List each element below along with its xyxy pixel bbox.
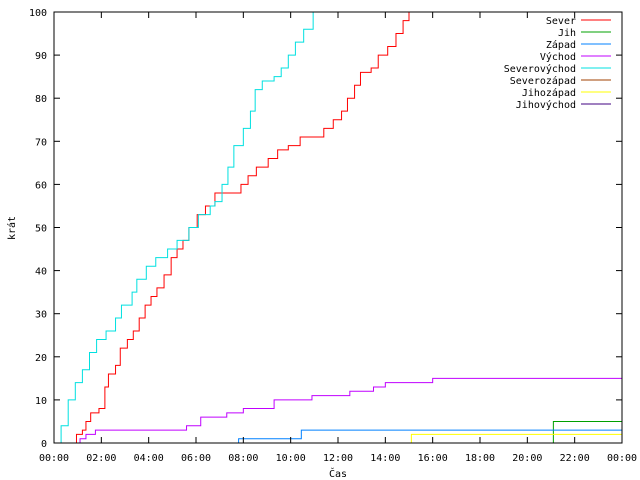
y-tick-label: 10 [35, 396, 47, 407]
x-tick-label: 18:00 [465, 453, 495, 464]
x-tick-label: 16:00 [418, 453, 448, 464]
x-tick-label: 12:00 [323, 453, 353, 464]
y-tick-label: 100 [29, 8, 47, 19]
series-line [409, 433, 622, 444]
y-tick-label: 40 [35, 267, 47, 278]
legend-label: Východ [540, 51, 576, 63]
series-line [74, 12, 410, 444]
y-tick-label: 50 [35, 224, 47, 235]
y-tick-label: 30 [35, 310, 47, 321]
y-axis-label: krát [6, 216, 18, 240]
series-line [236, 429, 622, 444]
x-tick-label: 10:00 [276, 453, 306, 464]
legend-layer: SeverJihZápadVýchodSeverovýchodSeverozáp… [504, 16, 611, 111]
legend-label: Severovýchod [504, 63, 576, 75]
x-tick-label: 04:00 [134, 453, 164, 464]
y-tick-label: 60 [35, 180, 47, 191]
legend-label: Severozápad [510, 75, 576, 87]
x-tick-label: 00:00 [607, 453, 637, 464]
y-tick-label: 70 [35, 137, 47, 148]
y-tick-label: 80 [35, 94, 47, 105]
x-tick-label: 14:00 [370, 453, 400, 464]
legend-label: Sever [546, 16, 576, 27]
x-tick-label: 20:00 [512, 453, 542, 464]
series-line [54, 12, 314, 444]
legend-label: Jihozápad [522, 87, 576, 99]
y-tick-label: 20 [35, 353, 47, 364]
series-line [54, 377, 622, 444]
legend-label: Západ [546, 39, 576, 51]
x-tick-label: 08:00 [228, 453, 258, 464]
x-tick-label: 06:00 [181, 453, 211, 464]
series-line [549, 420, 622, 444]
y-tick-label: 90 [35, 51, 47, 62]
legend-label: Jihovýchod [516, 99, 576, 111]
y-tick-label: 0 [41, 439, 47, 450]
legend-label: Jih [558, 28, 576, 39]
x-tick-label: 02:00 [86, 453, 116, 464]
x-tick-label: 00:00 [39, 453, 69, 464]
ticks-layer: 00:00 02:00 04:00 06:00 08:00 10:00 12:00 14:00… [29, 8, 637, 464]
x-tick-label: 22:00 [560, 453, 590, 464]
x-axis-label: Čas [329, 467, 347, 480]
